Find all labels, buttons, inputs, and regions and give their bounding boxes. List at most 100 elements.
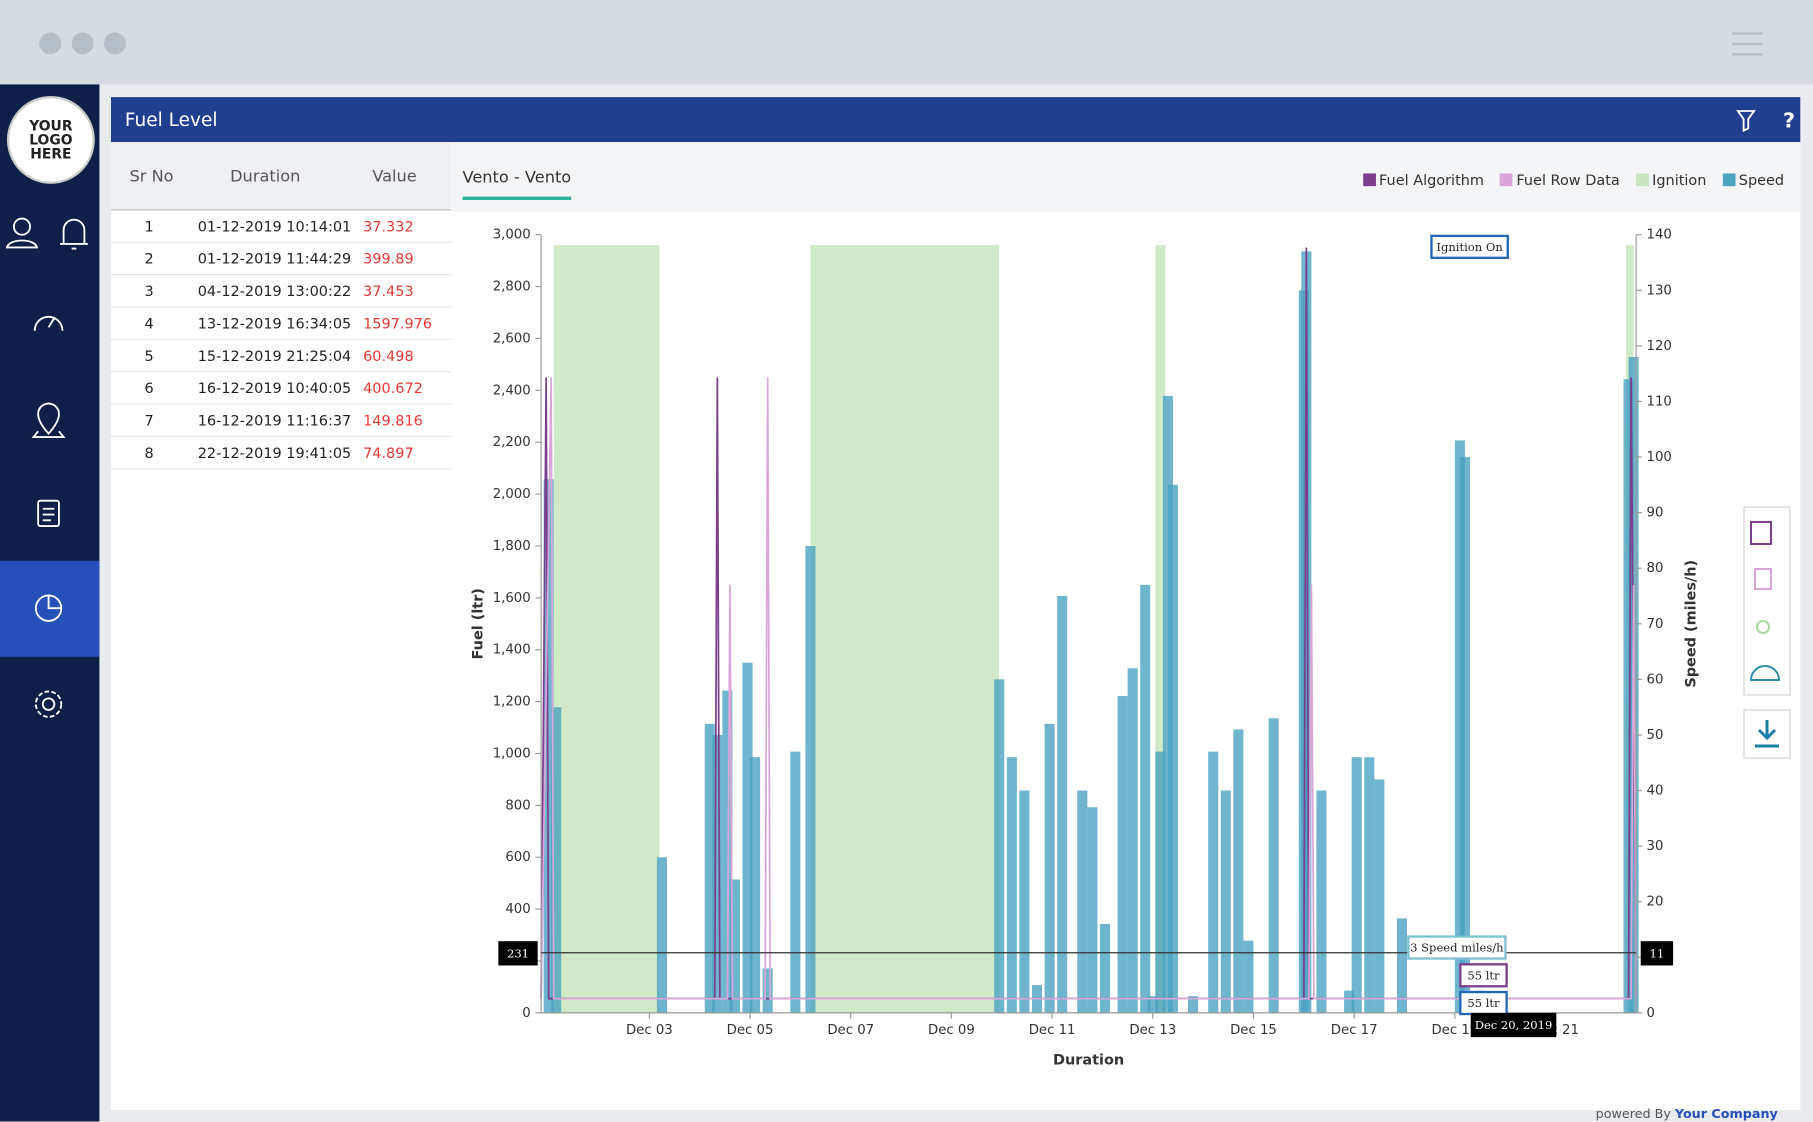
tooltip-box [1430,234,1509,259]
table-row[interactable]: 4 13-12-2019 16:34:05 1597.976 [111,308,451,340]
y-tick-label: 400 [505,902,530,917]
x-tick-label: Dec 19 [1431,1023,1478,1038]
logo-text: LOGO [29,131,73,148]
x-tick-label: Dec 13 [1129,1023,1176,1038]
header-icons: ? [1736,108,1795,133]
table-row[interactable]: 3 04-12-2019 13:00:22 37.453 [111,275,451,308]
window-dot [39,32,62,55]
y-tick-label: 1,000 [493,746,531,761]
ignition-toggle[interactable] [1756,620,1770,634]
table-cell: 16-12-2019 11:16:37 [197,411,352,429]
table-cell: 3 [144,282,154,300]
tooltip-text: 3 Speed miles/h [1410,941,1504,955]
table-row[interactable]: 8 22-12-2019 19:41:05 74.897 [111,437,451,470]
x-tick-label: Dec 03 [626,1023,673,1038]
y-tick-label: 600 [505,850,530,865]
speed-bar [1147,996,1158,1013]
download-icon [1755,720,1779,748]
legend-item[interactable]: Ignition [1635,171,1706,188]
legend-item[interactable]: Fuel Algorithm [1362,171,1484,188]
company-link[interactable]: Your Company [1674,1106,1778,1122]
y2-tick-label: 110 [1647,394,1672,409]
speed-bar [712,734,723,1013]
table-cell: 01-12-2019 10:14:01 [197,217,352,235]
y2-axis-title: Speed (miles/h) [1684,560,1700,688]
table-cell: 8 [144,444,154,462]
x-tick-label: Dec 15 [1230,1023,1277,1038]
legend-item[interactable]: Fuel Row Data [1500,171,1620,188]
legend-label: Speed [1738,171,1785,189]
y2-tick-label: 40 [1647,784,1664,799]
menu-icon[interactable] [1730,30,1765,58]
table-row[interactable]: 1 01-12-2019 10:14:01 37.332 [111,210,451,243]
y-tick-label: 0 [522,1006,530,1021]
chart-panel-header: Vento - Vento Fuel Algorithm Fuel Row Dat… [450,142,1801,212]
table-row[interactable]: 6 16-12-2019 10:40:05 400.672 [111,372,451,405]
y2-tick-label: 50 [1647,728,1664,743]
filter-icon[interactable] [1736,110,1756,133]
column-header[interactable]: Sr No [129,167,174,187]
y-tick-label: 1,200 [493,695,531,710]
speed-bar [1087,807,1098,1013]
window-dot [104,32,127,55]
table-cell: 6 [144,379,154,397]
event-table: Sr No Duration Value 1 01-12-2019 10:14:0… [111,142,453,1110]
table-cell: 74.897 [363,444,414,462]
table-cell: 04-12-2019 13:00:22 [197,282,352,300]
tooltip-box [498,941,538,966]
page-title: Fuel Level [124,108,218,131]
settings-icon[interactable] [34,690,63,718]
y-tick-label: 2,400 [493,383,531,398]
speed-bar [1243,940,1254,1013]
help-icon[interactable]: ? [1783,108,1795,132]
speed-toggle[interactable] [1749,665,1781,681]
user-icon[interactable] [5,217,39,249]
table-row[interactable]: 7 16-12-2019 11:16:37 149.816 [111,405,451,438]
vehicle-tab[interactable]: Vento - Vento [462,169,572,201]
speed-bar [1301,251,1312,1013]
legend-label: Fuel Row Data [1516,171,1620,189]
speed-bar [1316,790,1327,1013]
location-icon[interactable] [31,402,66,438]
speed-bar [1351,757,1362,1013]
speed-bar [1006,757,1017,1013]
y2-tick-label: 30 [1647,839,1664,854]
table-cell: 1 [144,217,154,235]
speed-bar [1459,457,1470,1013]
x-axis-title: Duration [1053,1052,1124,1068]
table-row[interactable]: 2 01-12-2019 11:44:29 399.89 [111,243,451,276]
footer-text: powered By [1595,1106,1671,1122]
y2-tick-label: 100 [1647,450,1672,465]
tooltip-box [1459,963,1508,988]
column-header[interactable]: Value [372,167,417,187]
y2-tick-label: 130 [1647,283,1672,298]
table-cell: 400.672 [363,379,423,397]
table-row[interactable]: 5 15-12-2019 21:25:04 60.498 [111,340,451,373]
y-tick-label: 1,800 [493,539,531,554]
raw-toggle[interactable] [1754,568,1772,590]
speed-bar [1344,990,1355,1013]
chart-icon[interactable] [0,561,99,657]
speed-bar [1374,779,1385,1013]
chart-toolbar [1743,506,1791,759]
logo-text: HERE [30,145,72,162]
table-cell: 16-12-2019 10:40:05 [197,379,352,397]
y-tick-label: 2,200 [493,435,531,450]
ignition-band [810,245,1000,1013]
x-tick-label: Dec 11 [1029,1023,1076,1038]
legend-item[interactable]: Speed [1722,171,1785,189]
speed-bar [1208,751,1219,1013]
y2-tick-label: 0 [1647,1006,1655,1021]
report-icon[interactable] [37,499,60,528]
tooltip-text: 11 [1650,946,1665,960]
dashboard-icon[interactable] [33,315,64,331]
table-cell: 5 [144,346,154,365]
speed-bar [543,479,554,1013]
fuel-toggle[interactable] [1750,521,1772,545]
speed-bar [742,662,753,1013]
y-tick-label: 800 [505,798,530,813]
speed-bar [750,757,761,1013]
column-header[interactable]: Duration [230,167,301,187]
speed-bar [762,968,773,1013]
bell-icon[interactable] [60,218,88,250]
